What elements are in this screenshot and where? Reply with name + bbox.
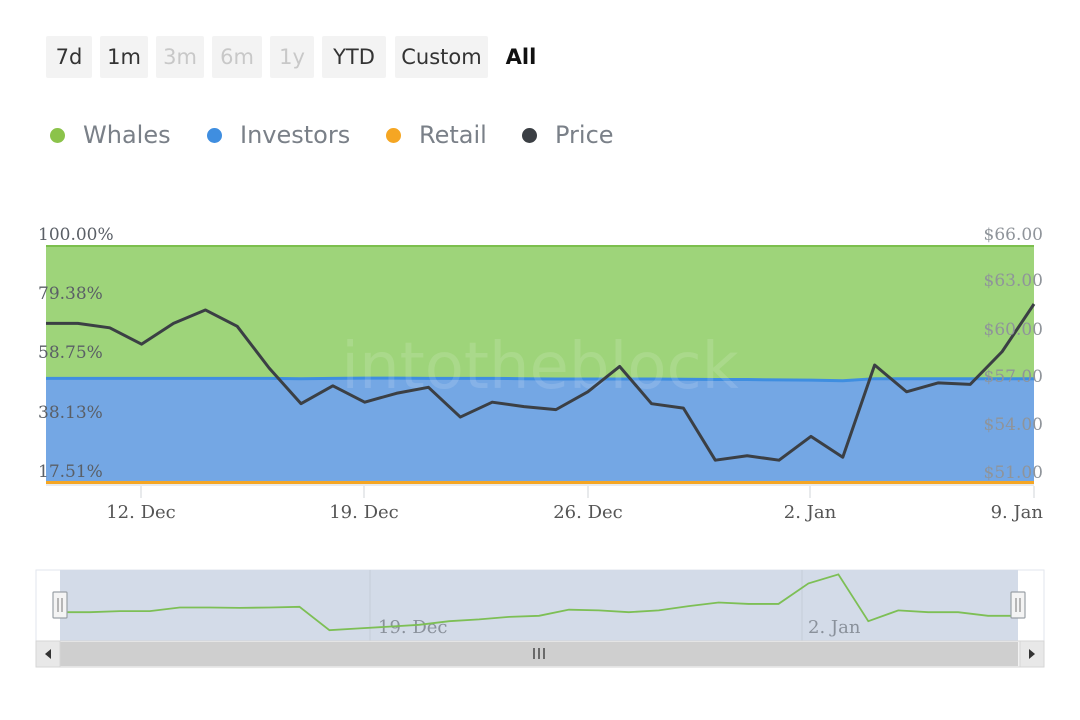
- navigator-tick-label: 19. Dec: [378, 617, 448, 638]
- left-axis-tick-label: 100.00%: [38, 225, 114, 245]
- right-axis: $66.00 $63.00 $60.00 $57.00 $54.00 $51.00: [984, 225, 1043, 483]
- legend-dot-price: [522, 127, 537, 143]
- left-axis-tick-label: 58.75%: [38, 343, 103, 363]
- range-button-3m: 3m: [156, 36, 204, 78]
- legend-item-whales[interactable]: Whales: [50, 118, 171, 152]
- x-axis-tick-label: 12. Dec: [106, 502, 176, 523]
- retail-area: [46, 481, 1034, 484]
- legend-label-retail: Retail: [419, 121, 487, 149]
- left-axis-tick-label: 17.51%: [38, 462, 103, 482]
- navigator-series-line: [60, 573, 1018, 632]
- navigator-tick-label: 2. Jan: [808, 617, 861, 638]
- legend-dot-investors: [207, 127, 222, 143]
- scroll-left-arrow-icon: [45, 649, 51, 659]
- navigator-handle-body[interactable]: [52, 591, 68, 619]
- right-axis-tick-label: $66.00: [984, 225, 1043, 245]
- legend-item-price[interactable]: Price: [522, 118, 614, 152]
- whales-area: [46, 246, 1034, 381]
- x-axis: 12. Dec 19. Dec 26. Dec 2. Jan 9. Jan: [46, 484, 1044, 523]
- range-button-1m[interactable]: 1m: [100, 36, 148, 78]
- navigator-handle-body[interactable]: [1010, 591, 1026, 619]
- left-axis-tick-label: 38.13%: [38, 403, 103, 423]
- navigator: 19. Dec 2. Jan: [35, 569, 1045, 668]
- scroll-right-arrow-icon: [1029, 649, 1035, 659]
- range-button-custom[interactable]: Custom: [395, 36, 488, 78]
- price-layer: [46, 303, 1036, 462]
- left-axis-tick-label: 79.38%: [38, 284, 103, 304]
- right-axis-tick-label: $54.00: [984, 415, 1043, 435]
- legend-dot-retail: [386, 127, 401, 143]
- right-axis-tick-label: $51.00: [984, 463, 1043, 483]
- left-axis: 100.00% 79.38% 58.75% 38.13% 17.51%: [38, 225, 114, 482]
- range-button-1y: 1y: [270, 36, 314, 78]
- legend-label-price: Price: [555, 121, 614, 149]
- x-axis-tick-label: 9. Jan: [991, 502, 1044, 523]
- x-axis-tick-label: 19. Dec: [329, 502, 399, 523]
- range-button-ytd[interactable]: YTD: [322, 36, 386, 78]
- right-axis-tick-label: $57.00: [984, 367, 1043, 387]
- legend-item-investors[interactable]: Investors: [207, 118, 350, 152]
- legend-label-investors: Investors: [240, 121, 351, 149]
- range-button-all[interactable]: All: [505, 45, 537, 69]
- navigator-handle-left[interactable]: [52, 591, 68, 619]
- range-button-7d[interactable]: 7d: [46, 36, 92, 78]
- x-axis-tick-label: 26. Dec: [553, 502, 623, 523]
- legend-item-retail[interactable]: Retail: [386, 118, 487, 152]
- range-button-6m: 6m: [212, 36, 262, 78]
- legend-dot-whales: [50, 127, 65, 143]
- right-axis-tick-label: $60.00: [984, 320, 1043, 340]
- x-axis-tick-label: 2. Jan: [784, 502, 837, 523]
- legend-label-whales: Whales: [83, 121, 171, 149]
- navigator-selected-range[interactable]: [60, 570, 1018, 641]
- navigator-handle-right[interactable]: [1010, 591, 1026, 619]
- price-line: [46, 303, 1036, 462]
- right-axis-tick-label: $63.00: [984, 271, 1043, 291]
